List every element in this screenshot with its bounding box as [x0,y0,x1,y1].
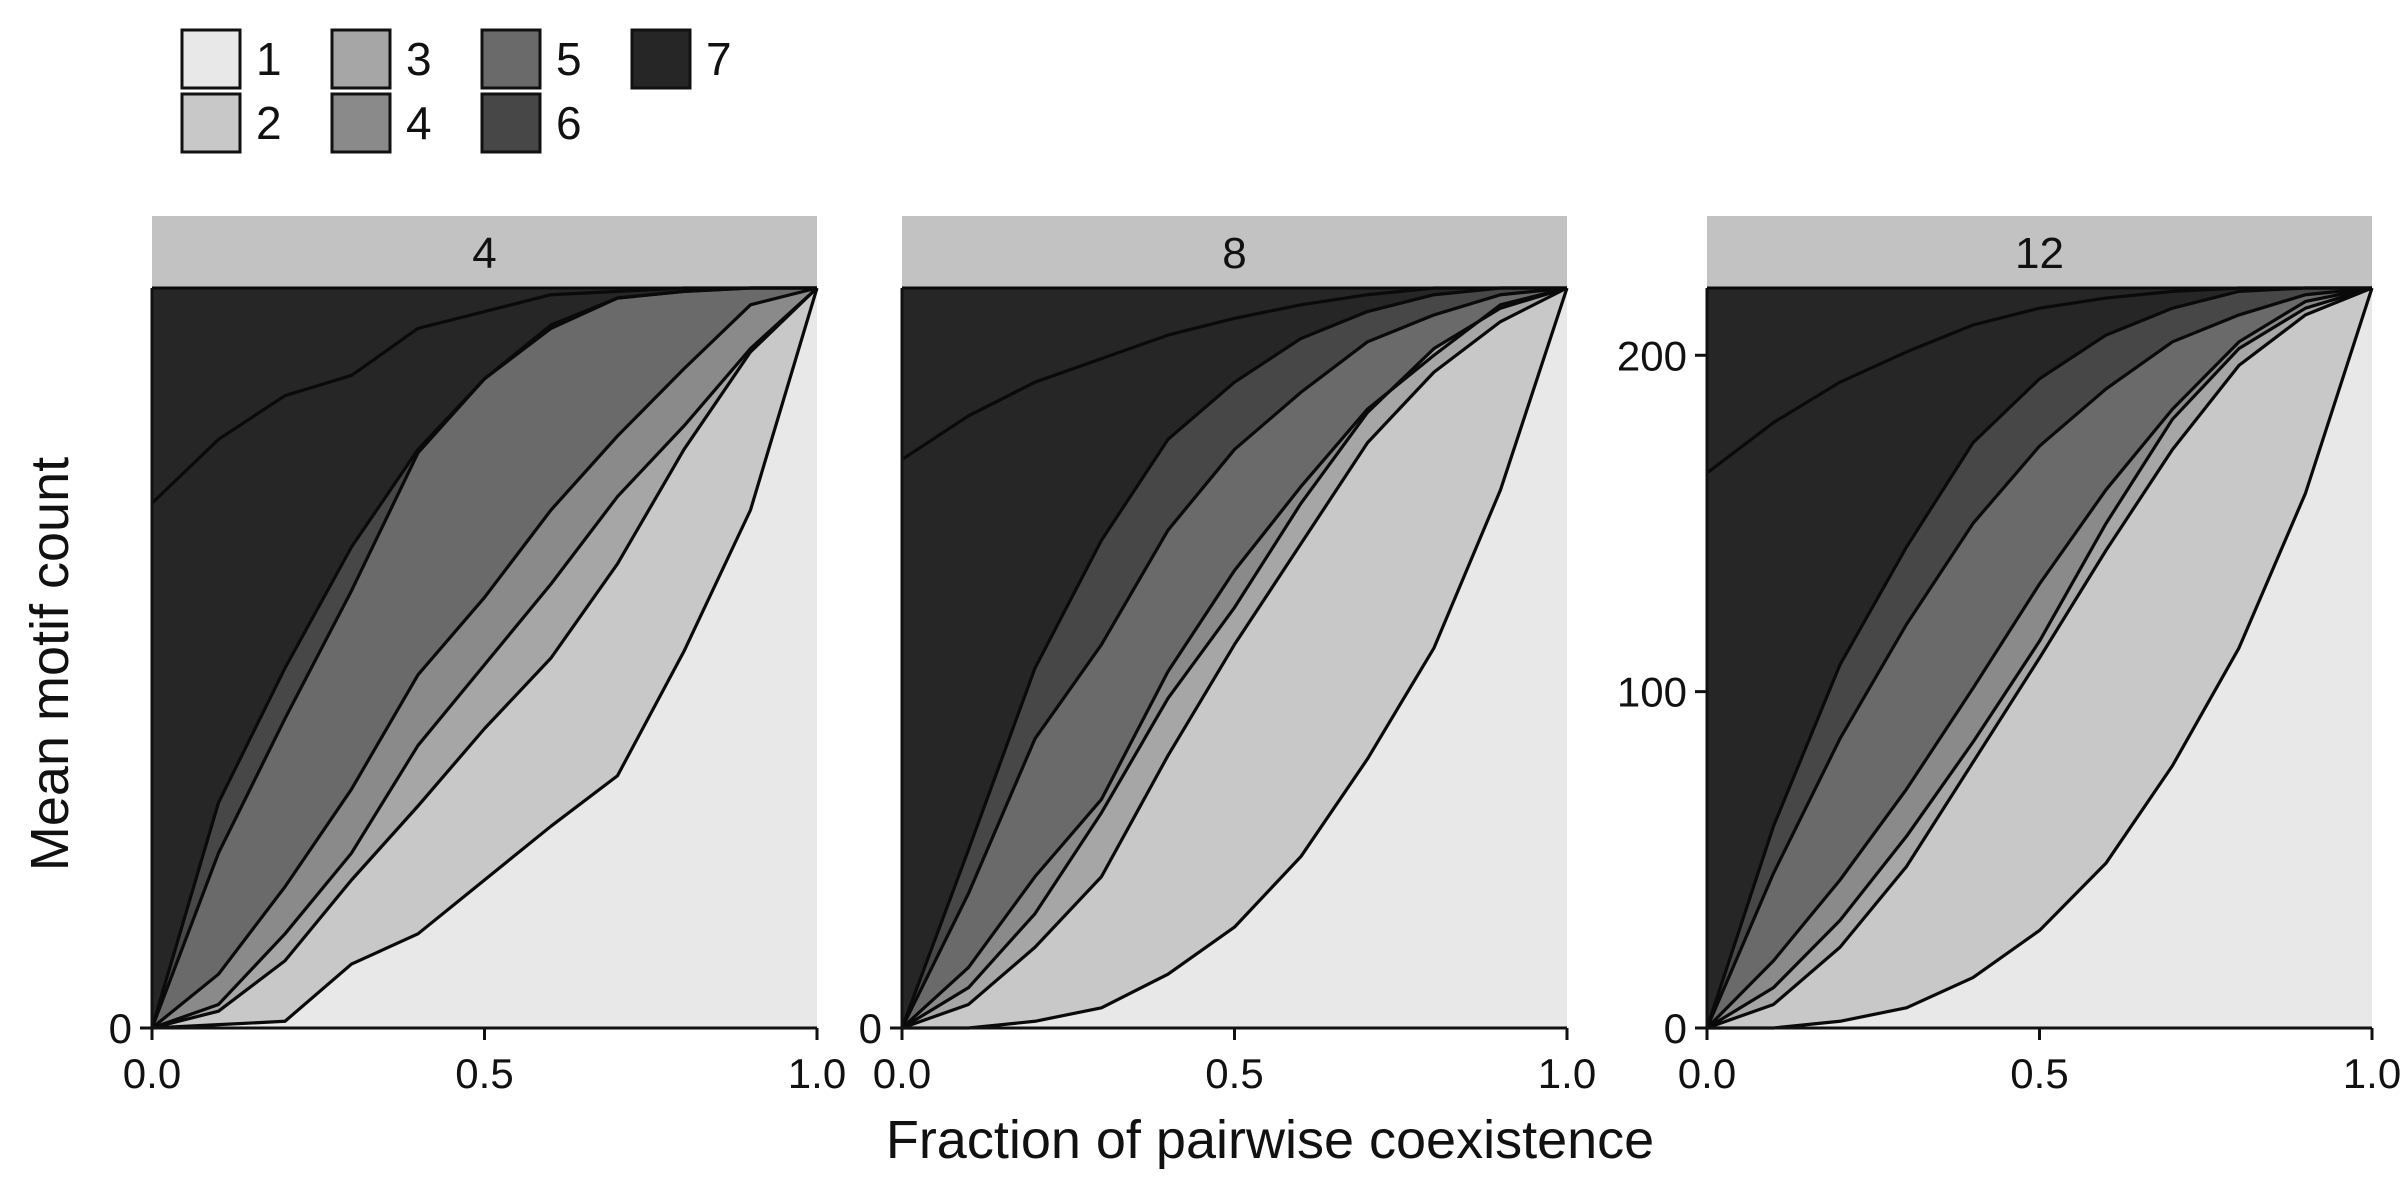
panel-strip-8 [902,216,1567,288]
legend-label-2: 2 [256,97,282,149]
x-tick-label: 0.5 [1205,1050,1263,1097]
legend-swatch-1 [180,28,242,90]
legend-label-5: 5 [556,33,582,85]
boundary-line-6-panel-12 [1705,286,2372,1029]
boundary-line-5-panel-8 [900,286,1568,1029]
x-tick-label: 0.5 [455,1050,513,1097]
legend-label-4: 4 [406,97,432,149]
legend-swatch-7 [630,28,692,90]
boundary-line-2-panel-12 [1706,286,2373,1030]
y-tick-label: 0 [109,1005,132,1052]
legend-label-6: 6 [556,97,582,149]
x-tick-label: 0.5 [2010,1050,2068,1097]
legend-swatch-6 [480,92,542,154]
x-tick-label: 0.0 [1678,1050,1736,1097]
area-band-1-panel-8 [902,288,1567,1028]
panel-strip-label-12: 12 [2015,229,2064,278]
legend-swatch-5 [480,28,542,90]
panel-8: 8 0.0 0.5 1.0 0 [859,216,1596,1097]
y-tick-label: 0 [859,1005,882,1052]
boundary-line-2-panel-8 [901,286,1568,1030]
panel-4: 4 0.0 0.5 1.0 0 [109,216,846,1097]
panel-strip-label-8: 8 [1222,229,1246,278]
boundary-line-4-panel-8 [900,286,1568,1030]
x-tick-label: 0.0 [873,1050,931,1097]
boundary-line-1-panel-4 [151,287,819,1030]
y-axis-title: Mean motif count [20,457,80,871]
panel-strip-label-4: 4 [472,229,496,278]
x-axis-title: Fraction of pairwise coexistence [886,1110,1654,1170]
legend-swatch-2 [180,92,242,154]
boundary-line-6-panel-8 [900,286,1567,1029]
boundary-line-4-panel-12 [1705,286,2373,1030]
boundary-line-3-panel-8 [901,286,1568,1030]
legend-label-3: 3 [406,33,432,85]
area-band-1-panel-12 [1707,288,2372,1028]
legend: 1 2 3 4 5 6 7 [180,28,732,154]
panel-strip-4 [152,216,817,288]
boundary-line-1-panel-8 [902,287,1569,1030]
boundary-line-1-panel-12 [1707,287,2374,1030]
panel-12: 12 0.0 0.5 1.0 0 100 200 [1617,216,2400,1097]
boundary-line-6-panel-4 [150,286,817,1029]
boundary-line-3-panel-4 [151,286,819,1030]
boundary-line-3-panel-12 [1706,286,2373,1030]
panel-strip-12 [1707,216,2372,288]
y-tick-label: 200 [1617,332,1687,379]
legend-label-1: 1 [256,33,282,85]
y-tick-label: 0 [1664,1005,1687,1052]
x-tick-label: 0.0 [123,1050,181,1097]
x-tick-label: 1.0 [2343,1050,2400,1097]
x-tick-label: 1.0 [1538,1050,1596,1097]
legend-swatch-3 [330,28,392,90]
facet-panels: 4 0.0 0.5 1.0 0 8 0.0 0.5 1.0 0 12 0.0 0.5 1.0 0 100 200 [109,216,2400,1097]
x-tick-label: 1.0 [788,1050,846,1097]
area-band-1-panel-4 [152,288,817,1028]
boundary-line-5-panel-12 [1705,286,2373,1029]
boundary-line-2-panel-4 [151,286,819,1030]
boundary-line-4-panel-4 [150,286,818,1030]
legend-swatch-4 [330,92,392,154]
legend-label-7: 7 [706,33,732,85]
y-tick-label: 100 [1617,669,1687,716]
